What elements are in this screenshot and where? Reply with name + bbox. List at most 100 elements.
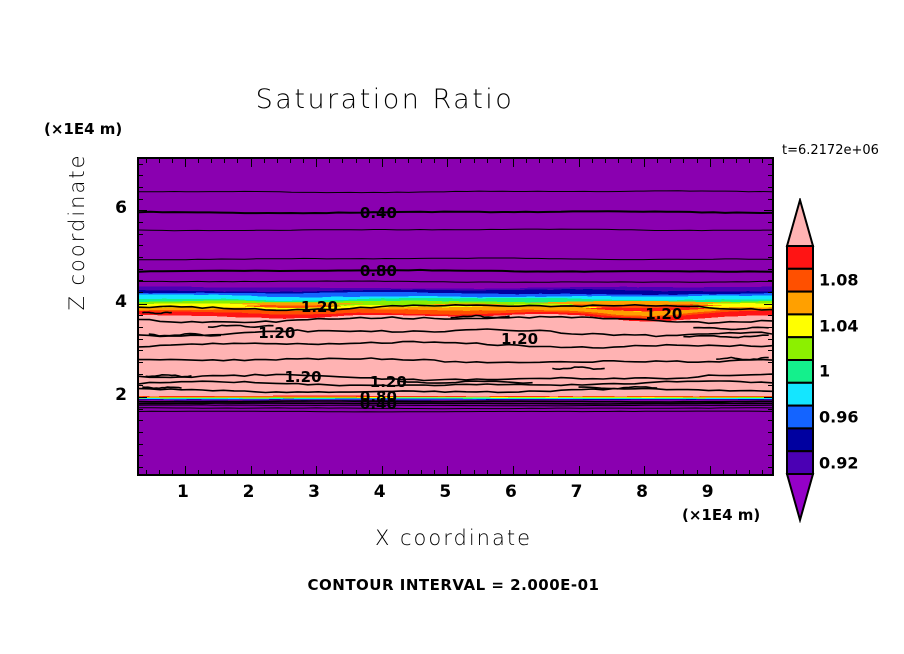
x-minor-tick [526, 470, 527, 474]
x-minor-tick [486, 159, 488, 163]
x-minor-tick [604, 470, 606, 474]
x-tick-label: 9 [701, 482, 714, 502]
colorbar-label: 1.04 [819, 316, 859, 336]
y-major-tick [139, 210, 147, 212]
y-minor-tick [139, 432, 143, 433]
x-major-tick [381, 466, 383, 474]
contour-label: 1.20 [645, 304, 683, 323]
y-tick-label: 6 [115, 198, 127, 219]
x-minor-tick [421, 159, 423, 163]
y-minor-tick [768, 432, 772, 433]
x-major-tick [316, 466, 318, 474]
y-minor-tick [768, 187, 772, 188]
x-minor-tick [171, 159, 173, 163]
y-minor-tick [768, 408, 772, 410]
x-minor-tick [329, 159, 331, 163]
y-tick-label: 2 [115, 385, 127, 405]
x-minor-tick [224, 159, 226, 163]
x-minor-tick [407, 159, 409, 163]
y-minor-tick [768, 245, 772, 247]
x-minor-tick [670, 470, 672, 474]
y-minor-tick [768, 257, 772, 258]
x-tick-label: 7 [570, 482, 583, 502]
y-minor-tick [139, 198, 143, 200]
x-minor-tick [749, 470, 750, 474]
contour-label: 0.40 [359, 203, 397, 222]
page-title: Saturation Ratio [255, 84, 515, 115]
y-major-tick [764, 303, 772, 305]
x-minor-tick [722, 470, 724, 474]
x-minor-tick [368, 470, 370, 474]
x-minor-tick [552, 159, 554, 163]
y-minor-tick [768, 268, 772, 270]
contour-label: 0.80 [359, 262, 397, 280]
y-minor-tick [139, 467, 143, 468]
x-minor-tick [762, 470, 764, 474]
x-minor-tick [735, 159, 737, 163]
y-major-tick [139, 303, 147, 305]
y-minor-tick [768, 420, 772, 422]
x-major-tick [578, 159, 580, 167]
x-minor-tick [158, 470, 160, 474]
y-minor-tick [768, 280, 772, 282]
x-major-tick [184, 466, 186, 474]
x-major-tick [644, 159, 646, 167]
y-minor-tick [139, 280, 143, 282]
y-minor-tick [139, 315, 143, 317]
x-minor-tick [289, 470, 291, 474]
x-minor-tick [604, 159, 606, 163]
y-minor-tick [139, 163, 143, 165]
y-major-tick [764, 210, 772, 212]
contour-label: 1.20 [369, 372, 407, 391]
x-minor-tick [657, 470, 659, 474]
contour-label: 0.80 [359, 388, 397, 406]
x-minor-tick [617, 159, 619, 163]
x-axis-unit-label: (×1E4 m) [682, 506, 761, 524]
y-minor-tick [139, 327, 143, 328]
x-tick-label: 2 [242, 482, 255, 502]
x-axis-title: X coordinate [374, 526, 533, 550]
x-minor-tick [171, 470, 173, 474]
x-minor-tick [683, 159, 685, 163]
x-major-tick [184, 159, 186, 167]
y-minor-tick [768, 455, 772, 457]
x-minor-tick [565, 159, 567, 163]
y-minor-tick [139, 175, 143, 177]
x-minor-tick [329, 470, 331, 474]
y-major-tick [139, 397, 147, 398]
colorbar-swatches [785, 198, 815, 523]
x-major-tick [512, 159, 514, 167]
x-minor-tick [237, 470, 239, 474]
x-minor-tick [499, 470, 501, 474]
x-minor-tick [303, 159, 304, 163]
y-tick-label: 4 [115, 291, 127, 312]
y-minor-tick [768, 385, 772, 387]
x-major-tick [512, 466, 514, 474]
x-minor-tick [342, 470, 344, 474]
colorbar: 1.08 1.04 1 0.96 0.92 [783, 198, 903, 523]
x-minor-tick [670, 159, 672, 163]
x-minor-tick [539, 470, 541, 474]
x-minor-tick [198, 470, 199, 474]
x-minor-tick [473, 159, 475, 163]
x-minor-tick [224, 470, 226, 474]
y-minor-tick [768, 467, 772, 468]
y-minor-tick [139, 373, 143, 375]
x-minor-tick [722, 159, 724, 163]
y-major-tick [764, 397, 772, 398]
x-major-tick [316, 159, 318, 167]
x-major-tick [381, 159, 383, 167]
x-minor-tick [617, 470, 619, 474]
x-minor-tick [591, 470, 593, 474]
y-minor-tick [768, 163, 772, 165]
x-minor-tick [342, 159, 344, 163]
contour-label: 1.20 [284, 368, 322, 387]
x-tick-label: 5 [439, 482, 452, 502]
x-minor-tick [355, 470, 357, 474]
colorbar-label: 0.96 [819, 407, 859, 427]
x-minor-tick [198, 159, 199, 163]
y-minor-tick [139, 408, 143, 410]
y-minor-tick [139, 362, 143, 363]
contour-label: 1.20 [258, 323, 296, 342]
y-minor-tick [768, 362, 772, 363]
